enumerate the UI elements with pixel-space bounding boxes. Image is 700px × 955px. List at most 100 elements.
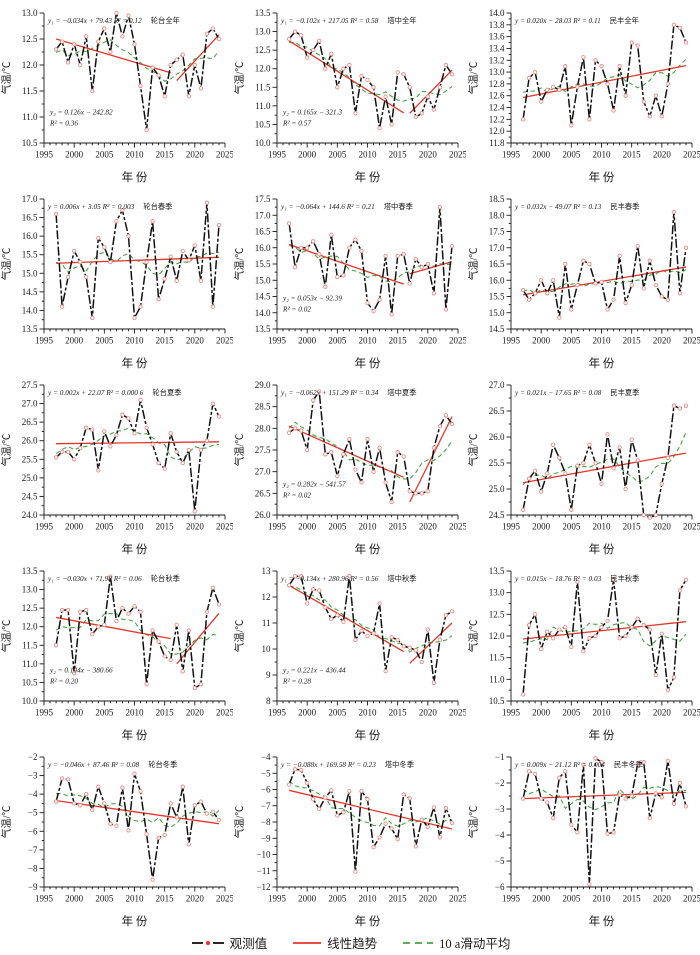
y-tick-label: 27.0 — [22, 399, 38, 409]
y-tick-label: 10.0 — [255, 138, 271, 148]
x-tick-label: 2020 — [652, 336, 671, 346]
equation-label: y₁ = −0.062x + 151.29 R² = 0.34 塔中夏季 — [280, 388, 417, 397]
station-season-label: 轮台冬季 — [148, 760, 178, 769]
subplot-塔中秋季: 1995 2000 2005 2010 2015 2020 2025 8 9 10 11 12 13 年 … — [233, 558, 468, 744]
y-tick-label: −8 — [28, 863, 38, 873]
axes — [39, 198, 226, 334]
legend-item-moving-avg: 10 a滑动平均 — [401, 933, 510, 952]
y-tick-label: 11.0 — [22, 659, 38, 669]
equation-label: y = 0.020x − 28.03 R² = 0.11 民丰全年 — [514, 16, 639, 25]
x-tick-label: 2005 — [95, 522, 114, 532]
y-tick-label: 24.0 — [22, 510, 38, 520]
x-tick-label: 2025 — [683, 894, 700, 904]
station-season-label: 塔中夏季 — [388, 388, 418, 397]
chart-9: 1995 2000 2005 2010 2015 2020 2025 24.5 25.0 25.5… — [467, 380, 700, 556]
x-tick-label: 2025 — [216, 336, 233, 346]
y-tick-label: 13 — [262, 566, 272, 576]
y-tick-label: 9 — [266, 670, 271, 680]
y-tick-label: 13.4 — [488, 43, 504, 53]
y-tick-label: −4 — [261, 752, 271, 762]
y-tick-label: 12.5 — [22, 34, 38, 44]
x-axis-label: 年 份 — [122, 914, 148, 928]
equation-label: y₁ = −0.064x + 144.6 R² = 0.21 塔中春季 — [280, 202, 414, 211]
observed-line — [55, 399, 220, 513]
trend-line — [289, 243, 405, 285]
x-tick-label: 2020 — [186, 894, 205, 904]
y-tick-label: 12.6 — [488, 91, 504, 101]
y-tick-label: 29.0 — [255, 380, 271, 390]
legend-observed-label: 观测值 — [229, 937, 268, 951]
x-tick-label: 2005 — [329, 150, 348, 160]
y-tick-label: 10.5 — [488, 696, 504, 706]
y-tick-label: 24.5 — [22, 491, 38, 501]
equation-label: y = 0.009x − 21.12 R² = 0.004 民丰冬季 — [514, 760, 644, 769]
y-axis-label: 气温/℃ — [0, 248, 13, 281]
axes — [506, 198, 693, 334]
y-tick-label: 17.0 — [22, 194, 38, 204]
subplot-塔中全年: 1995 2000 2005 2010 2015 2020 2025 10.0 10.5 11.0… — [233, 0, 468, 186]
trend-line — [289, 40, 405, 114]
x-tick-label: 2025 — [683, 336, 700, 346]
subplot-民丰夏季: 1995 2000 2005 2010 2015 2020 2025 24.5 25.0 25.5… — [467, 372, 700, 558]
y-tick-label: 13.5 — [488, 566, 504, 576]
x-tick-label: 1995 — [268, 336, 287, 346]
equation2-label-line1: y₂ = 0.165x − 321.3 — [282, 107, 342, 116]
y-tick-label: 10 — [262, 644, 272, 654]
x-axis-label: 年 份 — [588, 170, 614, 184]
x-tick-label: 2020 — [186, 708, 205, 718]
y-tick-label: 11.5 — [255, 82, 271, 92]
y-tick-label: −5 — [495, 856, 505, 866]
y-axis-label: 气温/℃ — [467, 248, 480, 281]
y-tick-label: 25.5 — [22, 454, 38, 464]
y-tick-label: 14.5 — [22, 287, 38, 297]
moving-average-line — [522, 621, 687, 647]
y-axis-label: 气温/℃ — [233, 806, 246, 839]
x-tick-label: 2000 — [65, 708, 84, 718]
x-tick-label: 2020 — [652, 150, 671, 160]
x-tick-label: 2015 — [156, 150, 175, 160]
y-tick-label: −7 — [261, 801, 271, 811]
x-tick-label: 2010 — [592, 708, 611, 718]
x-tick-label: 2025 — [216, 522, 233, 532]
y-axis-label: 气温/℃ — [467, 62, 480, 95]
y-tick-label: 10.5 — [22, 138, 38, 148]
x-tick-label: 2005 — [329, 894, 348, 904]
trend-line — [522, 621, 686, 640]
x-tick-label: 2005 — [562, 522, 581, 532]
legend-trend-label: 线性趋势 — [327, 937, 378, 951]
axes — [506, 384, 693, 520]
x-tick-label: 2010 — [359, 522, 378, 532]
x-tick-label: 2020 — [652, 522, 671, 532]
x-tick-label: 2025 — [216, 894, 233, 904]
x-tick-label: 2020 — [419, 708, 438, 718]
y-tick-label: 16.0 — [488, 275, 504, 285]
y-tick-label: −4 — [28, 789, 38, 799]
subplot-轮台全年: 1995 2000 2005 2010 2015 2020 2025 10.5 11.0 11.5… — [0, 0, 235, 186]
y-tick-label: 11.0 — [22, 112, 38, 122]
x-tick-label: 2025 — [449, 522, 466, 532]
y-tick-label: 18.0 — [488, 210, 504, 220]
x-axis-label: 年 份 — [122, 356, 148, 370]
x-tick-label: 2005 — [329, 336, 348, 346]
y-tick-label: 15.5 — [255, 259, 271, 269]
observed-marker-icon — [205, 940, 210, 945]
y-tick-label: 28.0 — [255, 423, 271, 433]
y-tick-label: 16.5 — [255, 227, 271, 237]
y-tick-label: −1 — [495, 752, 505, 762]
observed-line — [55, 201, 220, 319]
y-tick-label: −6 — [495, 882, 505, 892]
chart-8: 1995 2000 2005 2010 2015 2020 2025 26.0 26.5 27.0… — [233, 380, 468, 556]
y-tick-label: 27.5 — [255, 445, 271, 455]
y-tick-label: 15.0 — [488, 308, 504, 318]
y-tick-label: 25.0 — [488, 484, 504, 494]
data-point-markers — [287, 389, 455, 505]
y-tick-label: 13.0 — [255, 27, 271, 37]
x-tick-label: 2015 — [156, 522, 175, 532]
chart-12: 1995 2000 2005 2010 2015 2020 2025 10.5 11.0 11.5… — [467, 566, 700, 742]
y-tick-label: 10.5 — [255, 119, 271, 129]
y-tick-label: 11.5 — [22, 640, 38, 650]
equation-label: y = 0.032x − 49.07 R² = 0.13 民丰春季 — [514, 202, 640, 211]
data-point-markers — [53, 397, 222, 514]
equation2-label-line2: R² = 0.57 — [282, 118, 311, 127]
